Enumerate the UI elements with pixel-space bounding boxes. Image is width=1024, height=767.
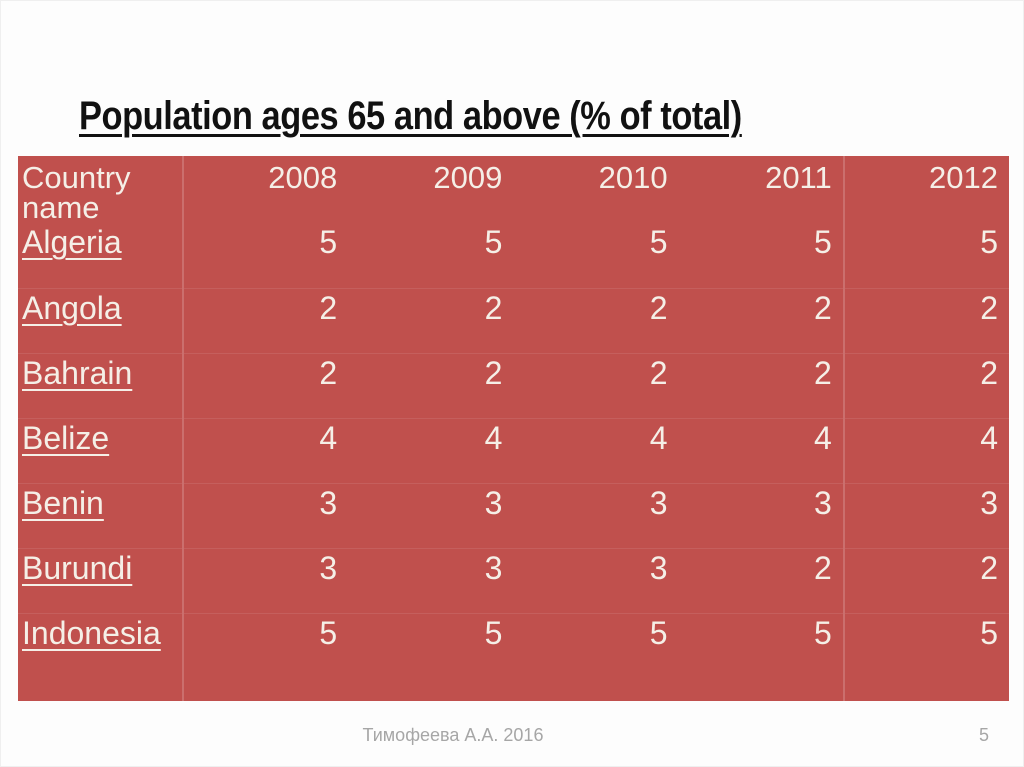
filler-cell [513,678,678,701]
value-cell: 2 [813,549,832,586]
value-cell: 5 [842,613,1009,678]
value-cell: 2 [842,548,1009,613]
value-cell: 2 [649,289,668,326]
value-cell: 4 [813,419,832,456]
country-cell: Belize [18,418,184,483]
value-cell: 3 [484,484,503,521]
table-row: Bahrain 2 2 2 2 2 [18,353,1009,418]
filler-cell [348,678,513,701]
table-row: Indonesia 5 5 5 5 5 [18,613,1009,678]
country-cell: Burundi [18,548,184,613]
value-cell: 3 [484,549,503,586]
column-header-year: 2011 [765,160,832,195]
column-header-year: 2010 [598,160,668,195]
value-cell: 3 [319,484,338,521]
value-cell: 3 [319,549,338,586]
country-link[interactable]: Benin [22,484,104,521]
value-cell: 2 [813,289,832,326]
table-row: Burundi 3 3 3 2 2 [18,548,1009,613]
country-cell: Algeria [18,223,184,288]
value-cell: 2 [319,354,338,391]
value-cell: 5 [319,614,338,651]
country-cell: Benin [18,483,184,548]
column-header-country: Country name [18,156,184,223]
value-cell: 5 [813,224,832,260]
footer-author: Тимофеева А.А. 2016 [362,725,544,745]
value-cell: 3 [842,483,1009,548]
value-cell: 5 [649,224,668,260]
value-cell: 2 [649,354,668,391]
population-table: Country name 2008 2009 2010 2011 2012 Al… [18,156,1009,701]
country-link[interactable]: Belize [22,419,110,456]
country-cell: Bahrain [18,353,184,418]
filler-cell [18,678,184,701]
table-header-row: Country name 2008 2009 2010 2011 2012 [18,156,1009,223]
country-link[interactable]: Bahrain [22,354,133,391]
value-cell: 4 [649,419,668,456]
value-cell: 2 [484,289,503,326]
slide-title: Population ages 65 and above (% of total… [79,93,742,138]
country-cell: Indonesia [18,613,184,678]
table-row: Benin 3 3 3 3 3 [18,483,1009,548]
table-row: Angola 2 2 2 2 2 [18,288,1009,353]
table-row: Belize 4 4 4 4 4 [18,418,1009,483]
value-cell: 2 [484,354,503,391]
value-cell: 5 [649,614,668,651]
column-header-year: 2012 [842,156,1009,223]
value-cell: 4 [484,419,503,456]
value-cell: 2 [319,289,338,326]
value-cell: 3 [813,484,832,521]
value-cell: 3 [649,484,668,521]
value-cell: 2 [842,353,1009,418]
page-number: 5 [978,725,989,745]
table-filler-row [18,678,1009,701]
value-cell: 5 [484,224,503,260]
value-cell: 5 [842,223,1009,288]
value-cell: 4 [319,419,338,456]
value-cell: 5 [813,614,832,651]
filler-cell [679,678,844,701]
column-header-year: 2008 [268,160,338,195]
column-header-year: 2009 [433,160,503,195]
country-cell: Angola [18,288,184,353]
value-cell: 4 [842,418,1009,483]
value-cell: 3 [649,549,668,586]
value-cell: 2 [842,288,1009,353]
value-cell: 5 [484,614,503,651]
country-link[interactable]: Angola [22,289,122,326]
filler-cell [842,678,1009,701]
country-link[interactable]: Indonesia [22,614,161,651]
value-cell: 2 [813,354,832,391]
value-cell: 5 [319,224,338,260]
filler-cell [183,678,348,701]
country-link[interactable]: Burundi [22,549,133,586]
table-row: Algeria 5 5 5 5 5 [18,223,1009,288]
country-link[interactable]: Algeria [22,224,122,260]
